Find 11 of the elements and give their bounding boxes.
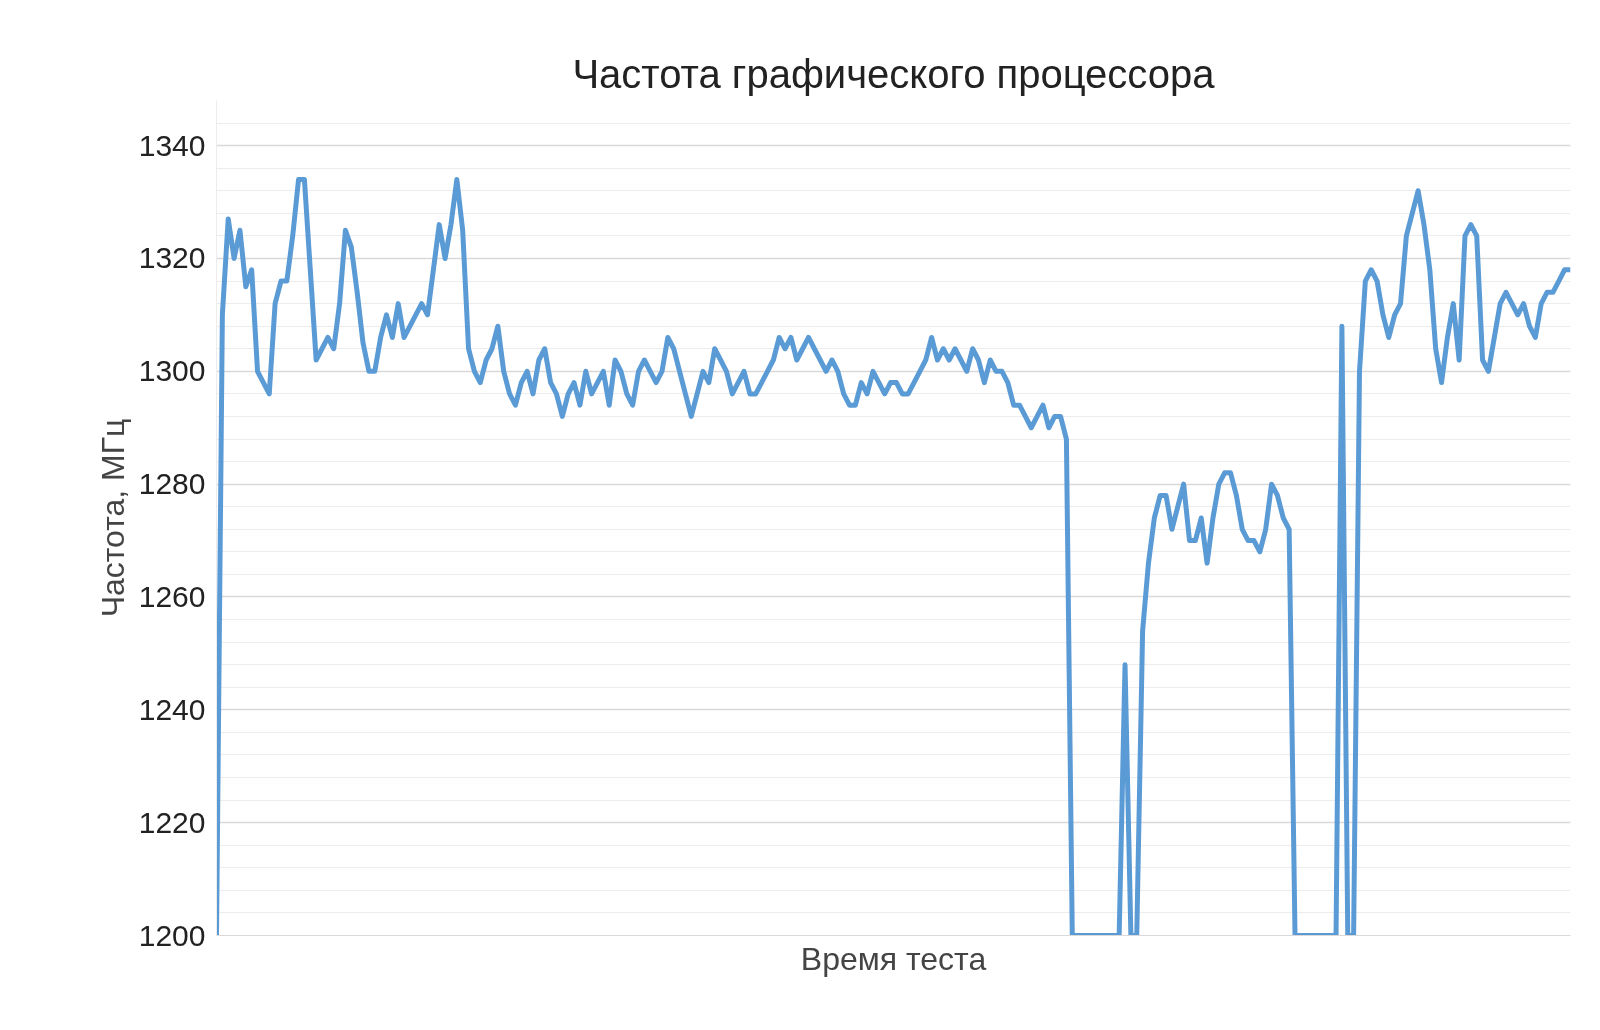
y-tick-label: 1240 bbox=[138, 692, 206, 726]
x-axis-title: Время теста bbox=[800, 940, 987, 977]
y-axis-title: Частота, МГц bbox=[94, 418, 131, 618]
y-tick-label: 1260 bbox=[138, 579, 206, 613]
chart-title: Частота графического процессора bbox=[572, 51, 1216, 96]
y-tick-label: 1280 bbox=[138, 467, 206, 501]
y-tick-label: 1320 bbox=[138, 241, 206, 275]
y-tick-label: 1300 bbox=[138, 354, 206, 388]
y-tick-label: 1340 bbox=[138, 128, 206, 162]
y-tick-label: 1220 bbox=[138, 805, 206, 839]
y-tick-label: 1200 bbox=[138, 918, 206, 952]
